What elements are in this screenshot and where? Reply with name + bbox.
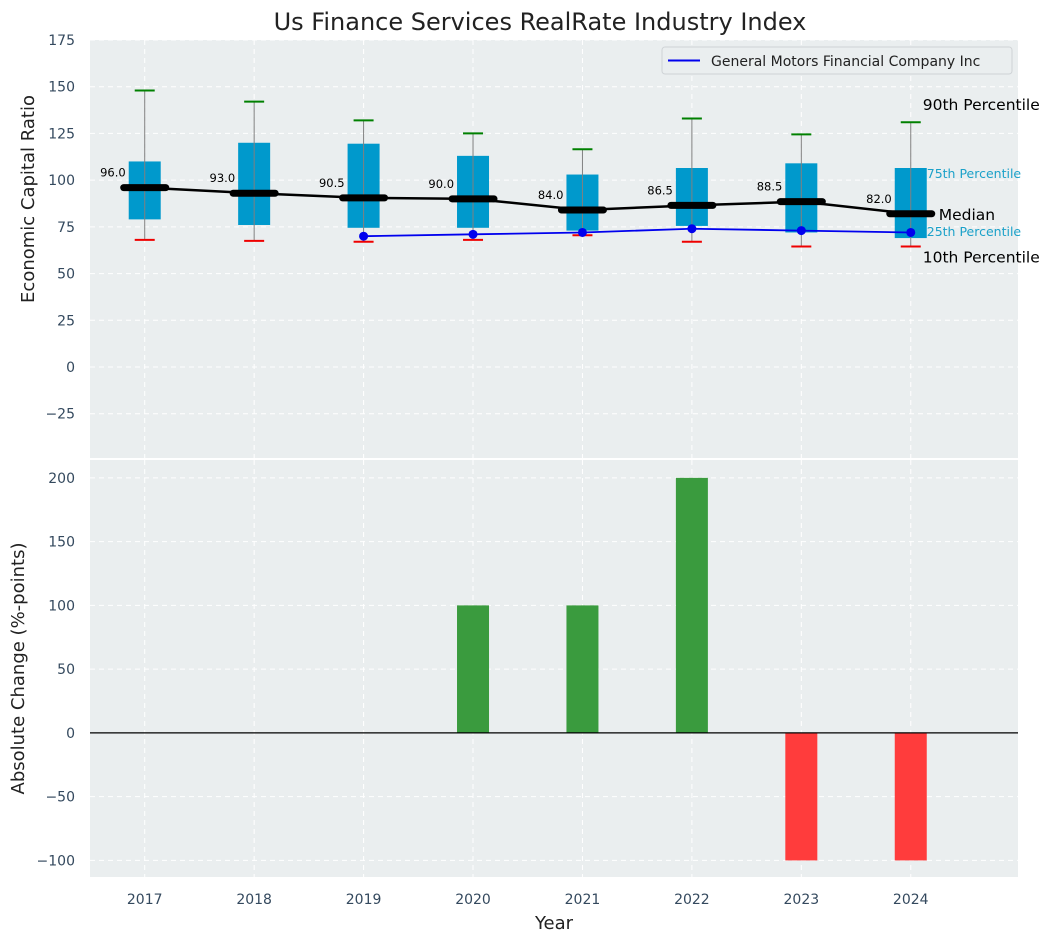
bar-chart-panel: −100 −50 0 50 100 150 200 2017 2018 2019 2020 2021… [8,460,1018,934]
y-tick-label: 150 [48,535,75,551]
positive-bar [675,477,708,733]
y-tick-label: 200 [48,471,75,487]
company-point [468,229,478,239]
company-point [687,224,697,234]
median-value-label: 82.0 [866,192,892,206]
top-gridlines [90,39,1018,458]
x-tick-label: 2020 [455,892,491,908]
company-line [363,227,911,238]
y-tick-label: 100 [48,598,75,614]
y-tick-label: 50 [57,662,75,678]
legend: General Motors Financial Company Inc [661,46,1013,75]
bottom-y-axis-label: Absolute Change (%-points) [8,543,29,795]
y-tick-label: 100 [48,173,75,189]
median-value-label: 88.5 [757,180,783,194]
p10-annotation: 10th Percentile [923,248,1040,266]
x-tick-label: 2023 [784,892,820,908]
y-tick-label: 50 [57,267,75,283]
median-value-label: 84.0 [538,188,564,202]
legend-box [661,46,1013,75]
y-tick-label: 175 [48,33,75,49]
top-plot-background [90,40,1018,458]
chart-title: Us Finance Services RealRate Industry In… [274,8,807,36]
p25-annotation: 25th Percentile [927,224,1022,239]
median-value-label: 93.0 [210,171,236,185]
x-tick-label: 2018 [236,892,272,908]
y-tick-label: 150 [48,80,75,96]
legend-entry: General Motors Financial Company Inc [711,54,980,70]
median-value-label: 90.0 [428,177,454,191]
y-tick-label: 75 [57,220,75,236]
y-tick-label: −100 [37,853,75,869]
positive-bar [566,605,599,733]
median-annotation: Median [939,206,995,224]
y-tick-label: −50 [45,790,75,806]
x-axis-label: Year [534,913,574,934]
y-tick-label: 0 [66,360,75,376]
x-tick-label: 2017 [127,892,163,908]
box-marks: 96.0 93.0 90.5 90.0 84.0 86.5 88.5 82.0 90th Per… [100,89,1040,266]
bar-marks [90,477,1018,861]
box-plot-panel: −25 0 25 50 75 100 125 150 175 96.0 93.0 90.5 90.0 8… [18,33,1040,458]
median-value-label: 96.0 [100,166,126,180]
y-tick-label: −25 [45,407,75,423]
company-point [577,227,587,237]
company-point [359,231,369,241]
p75-annotation: 75th Percentile [927,166,1022,181]
positive-bar [457,605,490,733]
x-ticks: 2017 2018 2019 2020 2021 2022 2023 2024 [127,892,929,908]
x-tick-label: 2021 [565,892,601,908]
company-point [906,227,916,237]
top-y-ticks: −25 0 25 50 75 100 125 150 175 [45,33,75,423]
p90-annotation: 90th Percentile [923,96,1040,114]
negative-bar [785,732,818,861]
bottom-plot-background [90,460,1018,877]
y-tick-label: 25 [57,313,75,329]
median-value-label: 90.5 [319,176,345,190]
negative-bar [894,732,927,861]
x-tick-label: 2022 [674,892,710,908]
x-tick-label: 2024 [893,892,929,908]
y-tick-label: 125 [48,126,75,142]
y-tick-label: 0 [66,726,75,742]
company-point [796,226,806,236]
bottom-y-ticks: −100 −50 0 50 100 150 200 [37,471,75,870]
top-y-axis-label: Economic Capital Ratio [18,95,39,303]
x-tick-label: 2019 [346,892,382,908]
median-value-label: 86.5 [647,183,673,197]
